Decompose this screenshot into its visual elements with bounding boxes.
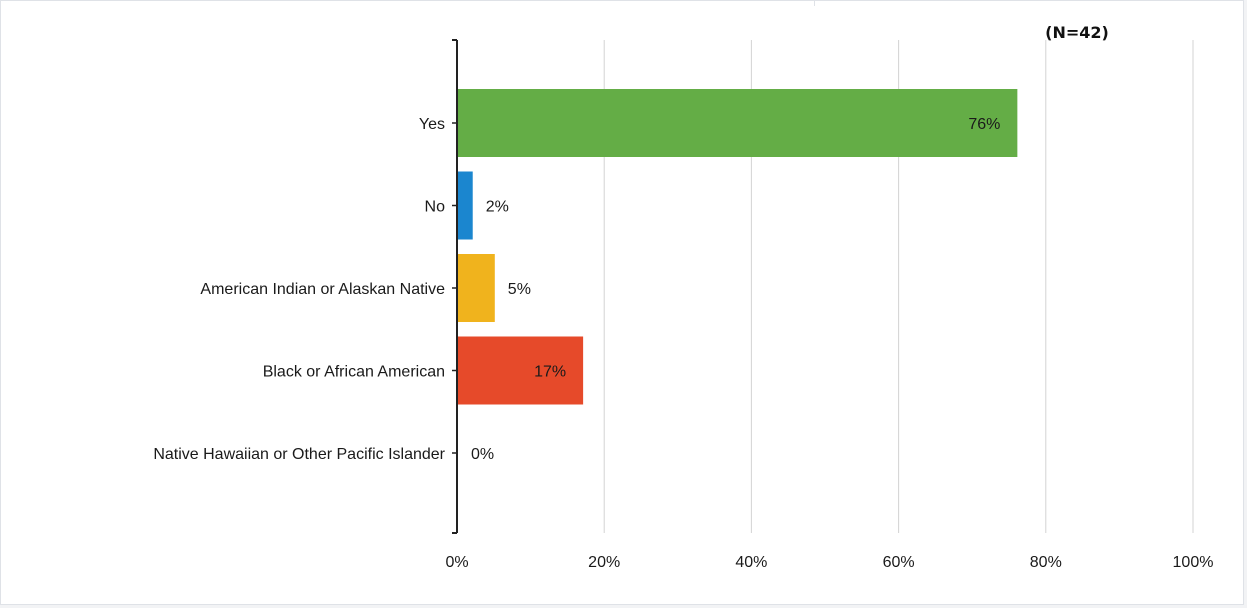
- bar-value-labels: 76% 2% 5% 17% 0%: [471, 116, 1000, 463]
- bar: [458, 254, 495, 322]
- bar-value-label: 76%: [968, 116, 1000, 133]
- bar-value-label: 2%: [486, 199, 509, 216]
- category-label: Black or African American: [263, 364, 445, 381]
- x-tick-labels: 0% 20% 40% 60% 80% 100%: [445, 554, 1213, 571]
- bar: [458, 171, 473, 240]
- bar: [458, 89, 1018, 157]
- category-label: No: [425, 199, 446, 216]
- category-label: Native Hawaiian or Other Pacific Islande…: [153, 446, 445, 463]
- x-tick-label: 60%: [883, 554, 915, 571]
- x-tick-label: 80%: [1030, 554, 1062, 571]
- category-label: American Indian or Alaskan Native: [200, 281, 445, 298]
- bars: [458, 89, 1018, 405]
- category-label: Yes: [419, 116, 445, 133]
- bar-value-label: 5%: [508, 281, 531, 298]
- bar: [458, 336, 584, 405]
- bar-value-label: 0%: [471, 446, 494, 463]
- panel-divider: [814, 0, 815, 6]
- x-tick-label: 100%: [1173, 554, 1214, 571]
- x-tick-label: 20%: [588, 554, 620, 571]
- category-labels: Yes No American Indian or Alaskan Native Bl…: [153, 116, 445, 463]
- x-tick-label: 40%: [735, 554, 767, 571]
- sample-size-label: (N=42): [1045, 23, 1109, 42]
- x-tick-label: 0%: [445, 554, 468, 571]
- category-axis: [452, 39, 458, 534]
- bar-value-label: 17%: [534, 364, 566, 381]
